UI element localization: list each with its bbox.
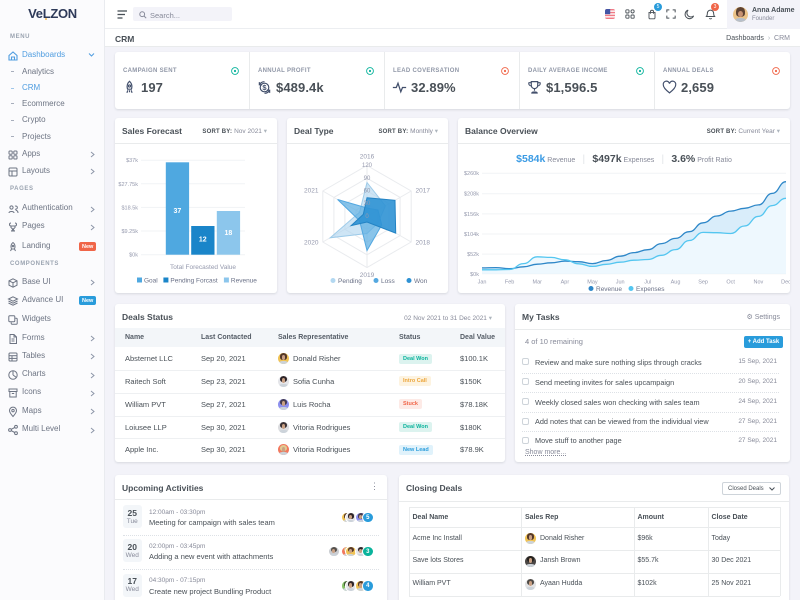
svg-text:$104k: $104k [464, 232, 479, 238]
svg-text:$52k: $52k [467, 252, 479, 258]
svg-text:Revenue: Revenue [231, 277, 257, 284]
svg-text:$37k: $37k [126, 158, 138, 164]
svg-text:2018: 2018 [416, 240, 431, 247]
svg-text:Pending: Pending [338, 278, 362, 285]
svg-text:Won: Won [414, 278, 428, 285]
svg-text:60: 60 [364, 189, 371, 195]
svg-text:Expenses: Expenses [636, 286, 665, 293]
svg-text:$9.25k: $9.25k [121, 229, 138, 235]
svg-text:Apr: Apr [561, 280, 570, 286]
svg-text:90: 90 [364, 176, 371, 182]
svg-text:12: 12 [199, 237, 207, 244]
svg-text:Mar: Mar [533, 280, 543, 286]
svg-text:Sep: Sep [698, 280, 708, 286]
svg-text:Jul: Jul [644, 280, 651, 286]
svg-text:2021: 2021 [304, 188, 319, 195]
svg-text:Goal: Goal [144, 277, 158, 284]
svg-text:2017: 2017 [416, 188, 431, 195]
svg-text:0: 0 [365, 214, 369, 220]
svg-text:Aug: Aug [671, 280, 681, 286]
svg-text:Loss: Loss [381, 278, 395, 285]
svg-text:Total Forecasted Value: Total Forecasted Value [170, 264, 236, 271]
svg-text:Jan: Jan [478, 280, 487, 286]
svg-text:$0k: $0k [470, 272, 479, 278]
svg-text:120: 120 [362, 163, 373, 169]
svg-text:$156k: $156k [464, 212, 479, 218]
svg-text:May: May [587, 280, 598, 286]
svg-text:$0k: $0k [129, 253, 138, 259]
svg-text:$27.75k: $27.75k [118, 182, 138, 188]
svg-text:Oct: Oct [726, 280, 735, 286]
svg-text:Dec: Dec [781, 280, 790, 286]
svg-text:Revenue: Revenue [596, 286, 622, 293]
svg-text:37: 37 [174, 208, 182, 215]
svg-text:2019: 2019 [360, 272, 375, 279]
svg-text:$: $ [262, 83, 267, 92]
svg-text:Feb: Feb [505, 280, 514, 286]
svg-text:18: 18 [225, 230, 233, 237]
svg-text:Pending Forcast: Pending Forcast [170, 277, 218, 284]
svg-text:2020: 2020 [304, 240, 319, 247]
svg-text:Nov: Nov [754, 280, 764, 286]
svg-text:2016: 2016 [360, 154, 375, 161]
svg-text:$208k: $208k [464, 192, 479, 198]
svg-text:$18.5k: $18.5k [121, 205, 138, 211]
svg-text:$260k: $260k [464, 171, 479, 177]
svg-text:Jun: Jun [616, 280, 625, 286]
svg-text:30: 30 [364, 201, 371, 207]
